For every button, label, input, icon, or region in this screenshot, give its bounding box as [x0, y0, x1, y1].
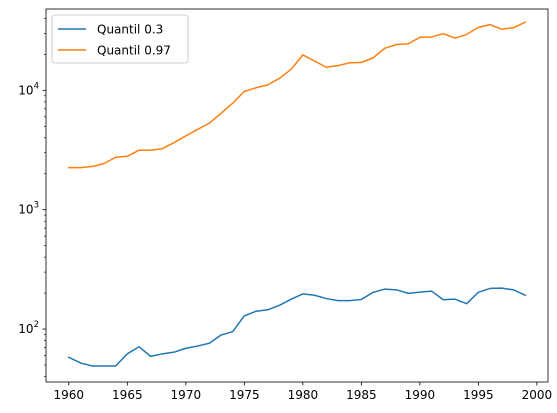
- series-line-quantil-0-3: [67, 287, 527, 367]
- legend: Quantil 0.3 Quantil 0.97: [51, 14, 189, 64]
- legend-box: [51, 14, 189, 64]
- y-tick-label: 102: [18, 320, 39, 336]
- x-tick-label: 1970: [171, 388, 202, 402]
- y-tick-label: 104: [18, 81, 39, 97]
- y-tick-label-exponent: 3: [34, 201, 39, 211]
- x-tick-label: 1960: [54, 388, 85, 402]
- x-tick-label: 1990: [405, 388, 436, 402]
- y-tick-label: 103: [18, 201, 39, 217]
- y-tick-label-exponent: 4: [34, 81, 39, 91]
- y-tick-label-base: 10: [18, 322, 33, 336]
- y-tick-label-base: 10: [18, 83, 33, 97]
- series-line-quantil-0-97: [68, 21, 527, 169]
- x-tick-label: 1985: [346, 388, 377, 402]
- plot-frame: [45, 8, 549, 383]
- x-tick-label: 1980: [288, 388, 319, 402]
- x-axis-ticks: 1960 1965 1970 1975 1980 1985 1990 1995 2000: [54, 382, 553, 402]
- plot-area: [46, 9, 548, 382]
- series-layer: [67, 21, 527, 367]
- y-tick-label-base: 10: [18, 203, 33, 217]
- x-tick-label: 1965: [112, 388, 143, 402]
- legend-label-quantil-0-97: Quantil 0.97: [97, 44, 171, 58]
- y-tick-label-exponent: 2: [34, 320, 39, 330]
- legend-label-quantil-0-3: Quantil 0.3: [97, 23, 163, 37]
- x-tick-label: 1995: [463, 388, 494, 402]
- x-tick-label: 2000: [522, 388, 553, 402]
- x-tick-label: 1975: [229, 388, 260, 402]
